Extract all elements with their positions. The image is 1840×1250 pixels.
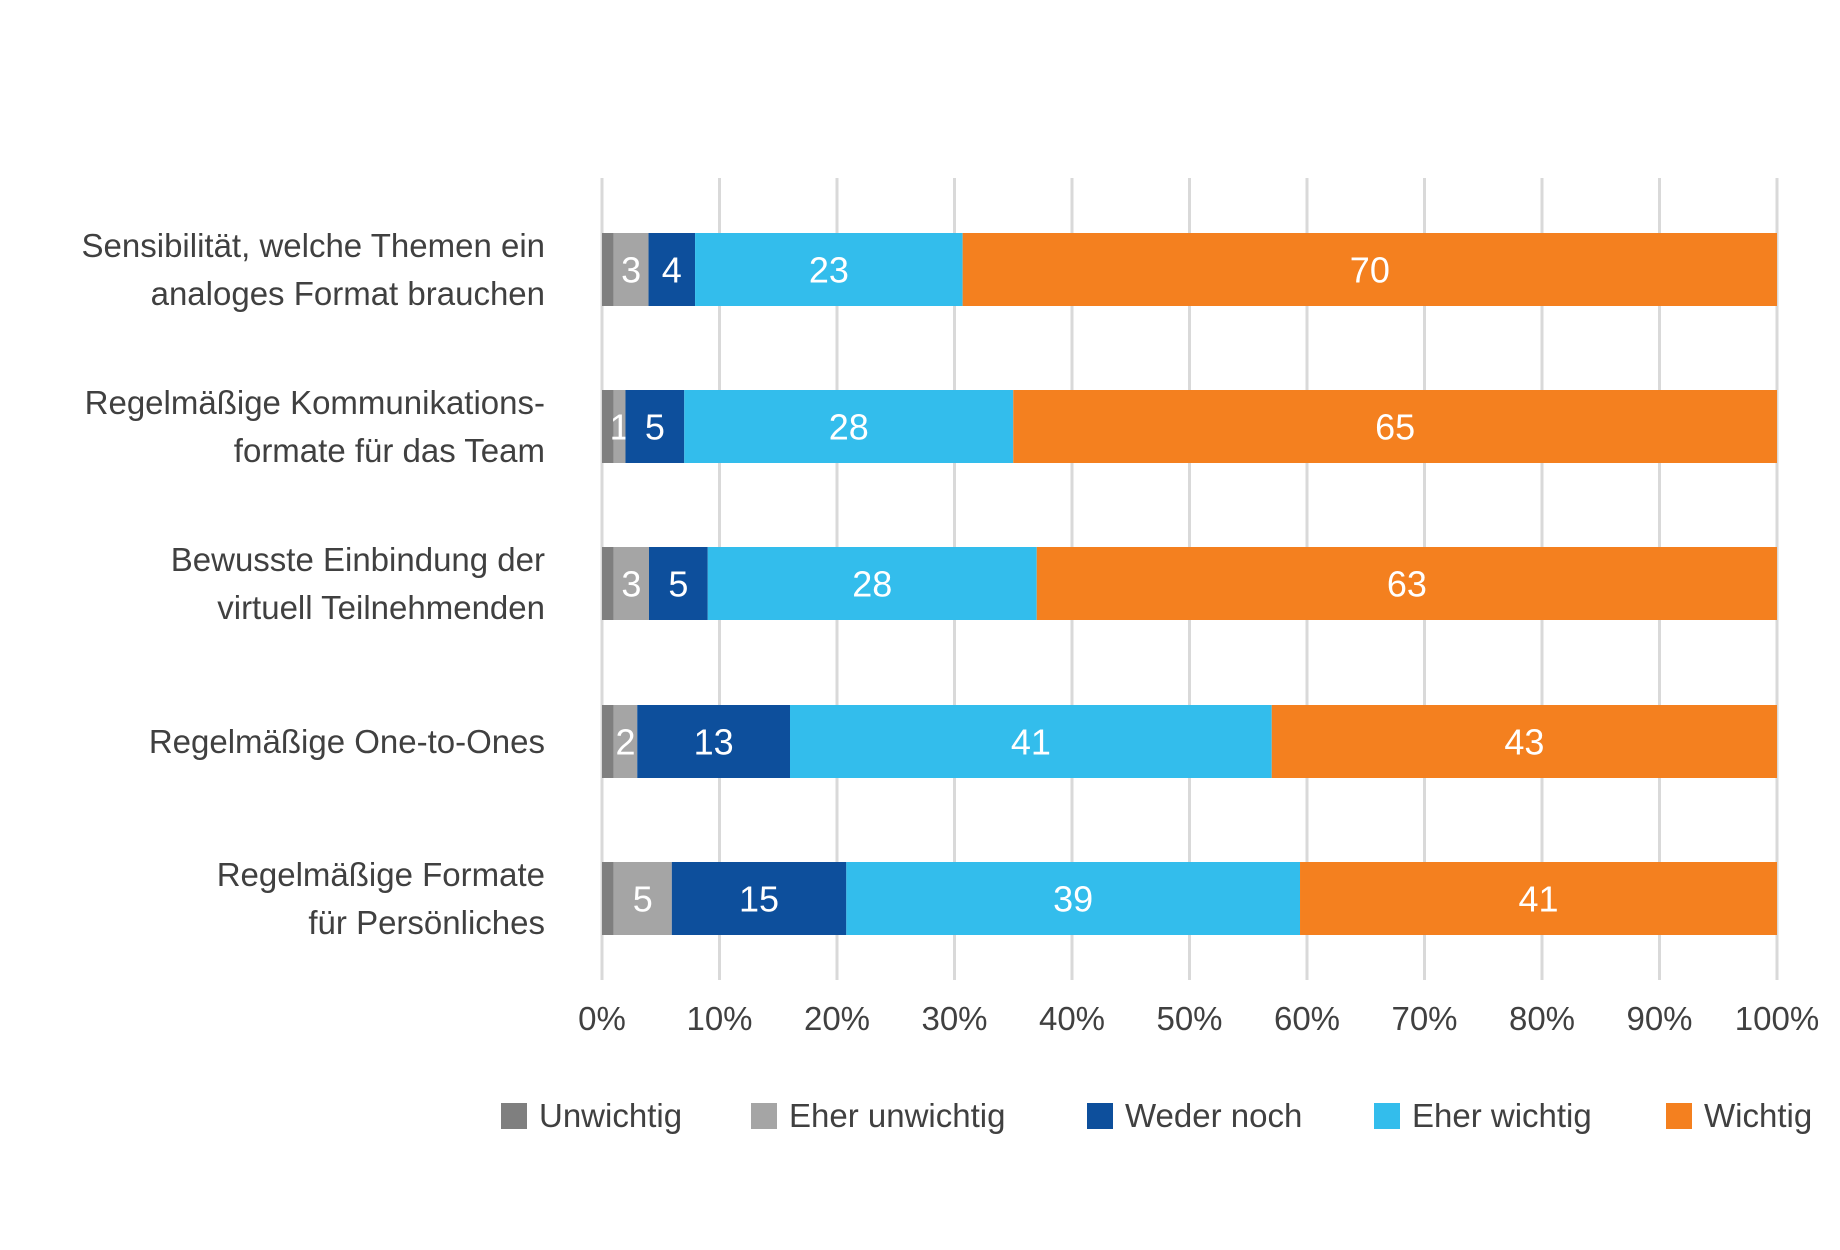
bar-segment-eher-wichtig: [790, 705, 1272, 778]
data-label: 1: [610, 407, 630, 448]
data-label: 3: [621, 564, 641, 605]
legend-item: Unwichtig: [501, 1086, 682, 1146]
category-label: Regelmäßige Formate für Persönliches: [216, 855, 545, 941]
bar-segment-weder-noch: [637, 705, 790, 778]
x-tick-label: 0%: [578, 1000, 626, 1037]
bar-segment-eher-wichtig: [707, 547, 1037, 620]
data-label: 23: [809, 250, 849, 291]
data-label: 13: [694, 722, 734, 763]
legend-swatch: [1666, 1103, 1692, 1129]
bar-segment-eher-unwichtig: [613, 233, 649, 306]
bar-segment-wichtig: [962, 233, 1777, 306]
category-label: Bewusste Einbindung der virtuell Teilneh…: [170, 540, 545, 626]
x-tick-label: 70%: [1391, 1000, 1457, 1037]
x-tick-label: 60%: [1274, 1000, 1340, 1037]
bar-segment-weder-noch: [649, 547, 708, 620]
bar-segment-wichtig: [1013, 390, 1777, 463]
legend-item: Weder noch: [1087, 1086, 1302, 1146]
bar-segment-weder-noch: [671, 862, 847, 935]
data-label: 70: [1350, 250, 1390, 291]
data-label: 63: [1387, 564, 1427, 605]
legend-item: Wichtig: [1666, 1086, 1812, 1146]
data-label: 3: [621, 250, 641, 291]
data-label: 43: [1504, 722, 1544, 763]
bar-segment-weder-noch: [625, 390, 685, 463]
bar-segment-unwichtig: [602, 705, 614, 778]
bar-segment-eher-unwichtig: [613, 390, 626, 463]
data-label: 41: [1518, 879, 1558, 920]
data-label: 5: [633, 879, 653, 920]
bar-segment-eher-wichtig: [846, 862, 1301, 935]
category-label: Regelmäßige Kommunikations- formate für …: [84, 383, 545, 469]
legend-label: Wichtig: [1704, 1097, 1813, 1134]
bar-segment-weder-noch: [648, 233, 696, 306]
category-label: Sensibilität, welche Themen ein analoges…: [81, 226, 545, 312]
data-label: 5: [668, 564, 688, 605]
legend-label: Unwichtig: [539, 1097, 683, 1134]
x-tick-label: 10%: [686, 1000, 752, 1037]
bar-segment-unwichtig: [602, 547, 614, 620]
legend-swatch: [1374, 1103, 1400, 1129]
x-tick-label: 50%: [1156, 1000, 1222, 1037]
bar-segment-eher-unwichtig: [613, 547, 649, 620]
bar-segment-unwichtig: [602, 390, 614, 463]
legend-swatch: [751, 1103, 777, 1129]
legend-item: Eher unwichtig: [751, 1086, 1005, 1146]
legend-swatch: [1087, 1103, 1113, 1129]
bar-segment-eher-wichtig: [695, 233, 963, 306]
data-label: 15: [739, 879, 779, 920]
legend-item: Eher wichtig: [1374, 1086, 1592, 1146]
bar-segment-eher-unwichtig: [613, 705, 638, 778]
legend-swatch: [501, 1103, 527, 1129]
legend-label: Weder noch: [1125, 1097, 1303, 1134]
bar-segment-wichtig: [1300, 862, 1777, 935]
legend-label: Eher wichtig: [1412, 1097, 1592, 1134]
data-label: 5: [645, 407, 665, 448]
bar-segment-wichtig: [1036, 547, 1777, 620]
x-tick-label: 40%: [1039, 1000, 1105, 1037]
data-label: 28: [829, 407, 869, 448]
x-tick-label: 90%: [1626, 1000, 1692, 1037]
x-tick-label: 20%: [804, 1000, 870, 1037]
data-label: 41: [1011, 722, 1051, 763]
bar-segment-eher-wichtig: [684, 390, 1014, 463]
category-label: Regelmäßige One-to-Ones: [148, 722, 545, 760]
x-tick-label: 100%: [1735, 1000, 1819, 1037]
bar-segment-unwichtig: [602, 862, 614, 935]
data-label: 39: [1053, 879, 1093, 920]
legend-label: Eher unwichtig: [789, 1097, 1006, 1134]
x-tick-label: 30%: [921, 1000, 987, 1037]
data-label: 65: [1375, 407, 1415, 448]
bar-segment-eher-unwichtig: [613, 862, 672, 935]
legend: Unwichtig Eher unwichtig Weder noch Eher wi…: [0, 1086, 1840, 1146]
x-tick-label: 80%: [1509, 1000, 1575, 1037]
data-label: 4: [662, 250, 682, 291]
data-label: 28: [852, 564, 892, 605]
bar-segment-wichtig: [1271, 705, 1777, 778]
bar-segment-unwichtig: [602, 233, 614, 306]
data-label: 2: [615, 722, 635, 763]
